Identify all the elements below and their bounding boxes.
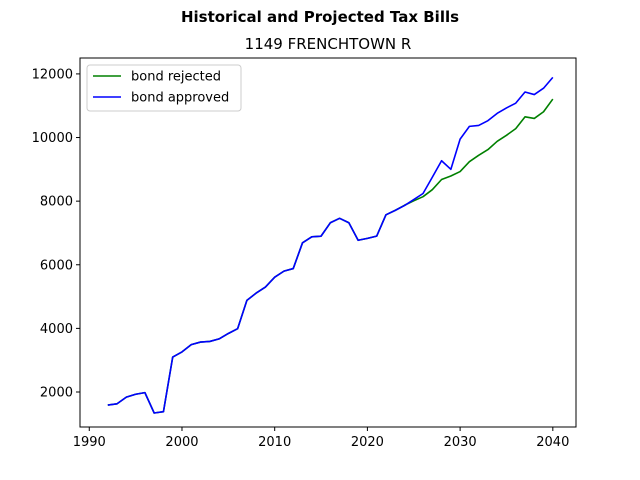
legend: bond rejected bond approved (86, 64, 242, 112)
y-tick-label: 4000 (40, 322, 73, 337)
chart-suptitle: Historical and Projected Tax Bills (181, 8, 459, 26)
legend-label: bond rejected (131, 70, 221, 85)
legend-label: bond approved (131, 91, 229, 106)
y-tick-label: 10000 (32, 131, 73, 146)
x-tick-label: 2000 (165, 435, 198, 450)
y-tick-label: 6000 (40, 258, 73, 273)
x-tick-label: 1990 (73, 435, 106, 450)
x-tick-label: 2020 (351, 435, 384, 450)
y-tick-label: 2000 (40, 386, 73, 401)
chart-title: 1149 FRENCHTOWN R (245, 35, 412, 53)
y-tick-label: 12000 (32, 67, 73, 82)
x-tick-label: 2030 (444, 435, 477, 450)
series-line-bond-rejected (107, 98, 554, 414)
plot-area: 1990 2000 2010 2020 2030 2040 2000 4000 6000 8000… (32, 57, 577, 450)
y-tick-label: 8000 (40, 195, 73, 210)
series-line-bond-approved (107, 76, 554, 414)
axes-frame (79, 57, 577, 428)
x-tick-label: 2010 (258, 435, 291, 450)
legend-box (86, 64, 242, 112)
x-tick-label: 2040 (536, 435, 569, 450)
